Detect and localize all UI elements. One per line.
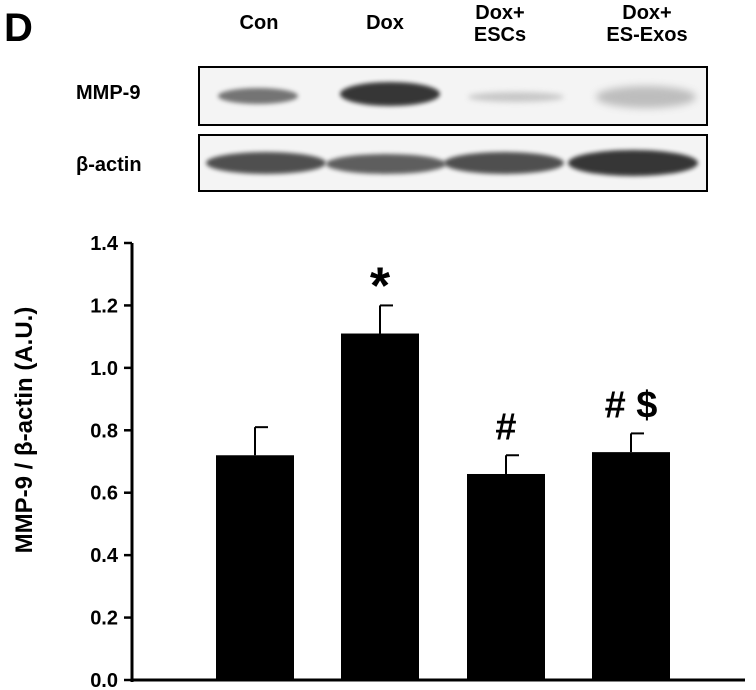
y-tick-label: 0.6 <box>90 483 118 505</box>
blot-lane-label-con: Con <box>239 12 279 34</box>
mmp9-band-con <box>218 88 298 104</box>
actin-band-con <box>206 152 326 174</box>
bar-4 <box>592 452 670 680</box>
mmp9-band-dox <box>340 82 440 106</box>
y-tick-label: 0.4 <box>90 545 119 567</box>
y-tick-label: 1.4 <box>90 233 119 255</box>
blot-lane-label-dox-escs: Dox+ ESCs <box>473 2 527 46</box>
significance-label-4: # $ <box>605 384 658 426</box>
bar-3 <box>467 473 545 680</box>
beta-actin-blot-image <box>198 134 708 192</box>
mmp9-band-dox-es-exos <box>596 86 696 108</box>
blot-lane-label-dox: Dox <box>366 12 404 34</box>
mmp9-band-dox-escs <box>468 92 564 102</box>
bar-2 <box>341 333 419 680</box>
y-axis-title: MMP-9 / β-actin (A.U.) <box>11 306 38 554</box>
actin-band-dox-es-exos <box>568 150 698 176</box>
y-tick-label: 1.0 <box>90 358 118 380</box>
panel-letter: D <box>4 6 33 50</box>
blot-row-label-mmp9: MMP-9 <box>76 82 141 104</box>
y-tick-label: 0.0 <box>90 670 118 690</box>
significance-label-2: * <box>370 257 391 315</box>
actin-band-dox-escs <box>444 152 564 174</box>
blot-row-label-beta-actin: β-actin <box>76 154 142 176</box>
y-tick-label: 0.8 <box>90 420 118 442</box>
actin-band-dox <box>326 154 446 174</box>
bar-1 <box>216 455 294 680</box>
y-tick-label: 1.2 <box>90 295 118 317</box>
mmp9-blot-image <box>198 66 708 126</box>
blot-lane-label-dox-es-exos: Dox+ ES-Exos <box>606 2 688 46</box>
y-tick-label: 0.2 <box>90 608 118 630</box>
significance-label-3: # <box>495 406 516 448</box>
